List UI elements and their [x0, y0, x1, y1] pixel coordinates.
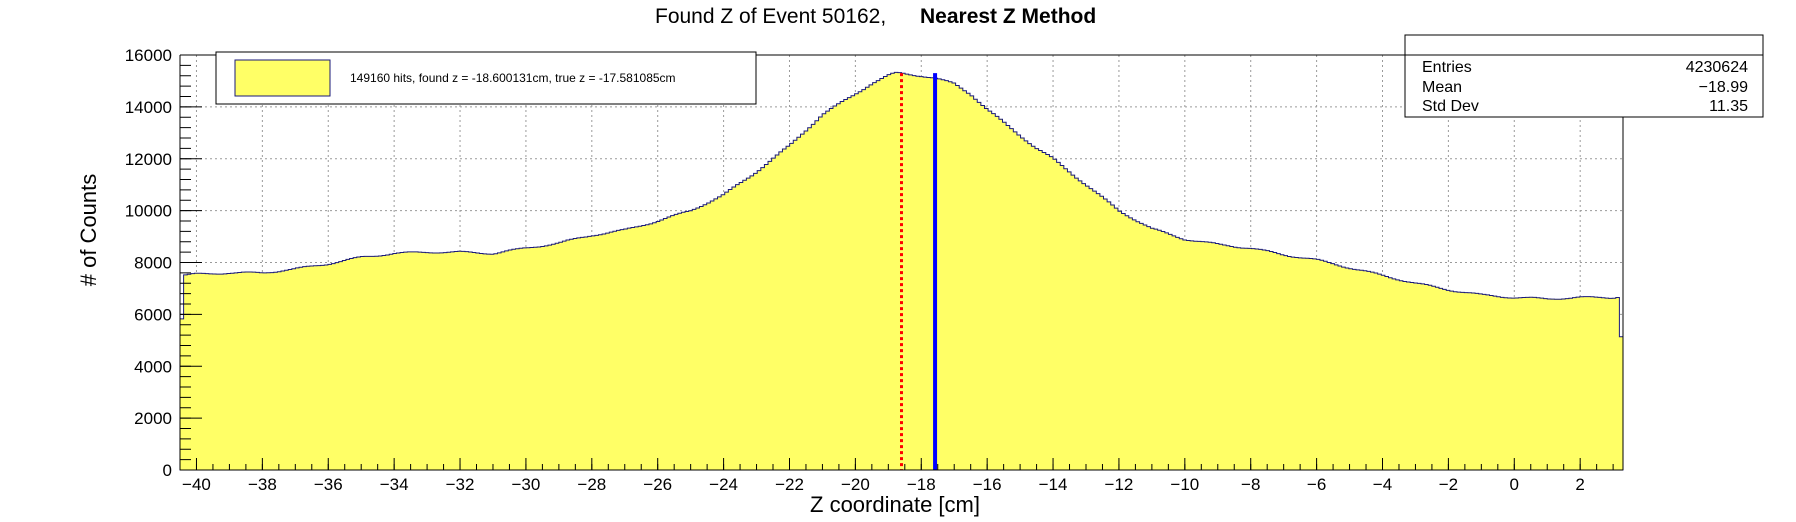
x-tick-label: −40: [182, 475, 211, 494]
legend-swatch: [234, 59, 331, 97]
y-tick-label: 0: [163, 461, 172, 480]
legend-label: 149160 hits, found z = -18.600131cm, tru…: [350, 71, 676, 85]
x-tick-label: −16: [973, 475, 1002, 494]
x-tick-label: −30: [512, 475, 541, 494]
y-axis-title: # of Counts: [76, 174, 101, 287]
x-tick-label: −8: [1241, 475, 1260, 494]
y-tick-label: 4000: [134, 357, 172, 376]
x-tick-label: −18: [907, 475, 936, 494]
y-tick-label: 12000: [125, 150, 172, 169]
stats-stddev-value: 11.35: [1709, 98, 1748, 115]
y-tick-label: 2000: [134, 409, 172, 428]
x-tick-label: −38: [248, 475, 277, 494]
y-tick-label: 14000: [125, 98, 172, 117]
y-tick-label: 6000: [134, 305, 172, 324]
x-tick-label: −4: [1373, 475, 1392, 494]
z-markers: [899, 73, 938, 470]
stats-box: Entries 4230624 Mean −18.99 Std Dev 11.3…: [1404, 34, 1764, 118]
chart-title: Found Z of Event 50162,: [655, 5, 886, 28]
x-tick-label: −24: [709, 475, 738, 494]
legend: 149160 hits, found z = -18.600131cm, tru…: [215, 51, 757, 105]
x-tick-label: −10: [1170, 475, 1199, 494]
x-tick-label: 2: [1575, 475, 1584, 494]
x-tick-label: 0: [1510, 475, 1519, 494]
stats-mean-label: Mean: [1422, 79, 1462, 96]
stats-mean-value: −18.99: [1699, 79, 1748, 96]
y-tick-label: 8000: [134, 254, 172, 273]
stats-entries-value: 4230624: [1686, 59, 1748, 76]
x-tick-label: −12: [1105, 475, 1134, 494]
x-tick-label: −32: [446, 475, 475, 494]
x-tick-label: −22: [775, 475, 804, 494]
x-tick-label: −36: [314, 475, 343, 494]
x-tick-label: −6: [1307, 475, 1326, 494]
chart-title-method: Nearest Z Method: [920, 5, 1096, 28]
x-axis-title: Z coordinate [cm]: [810, 492, 980, 517]
stats-stddev-label: Std Dev: [1422, 98, 1479, 115]
axes: −40 −38 −36 −34 −32 −30 −28 −26 −24 −22 −20 −18 −16−…: [125, 46, 1624, 494]
x-tick-label: −20: [841, 475, 870, 494]
x-tick-label: −2: [1439, 475, 1458, 494]
y-tick-label: 10000: [125, 202, 172, 221]
stats-entries-label: Entries: [1422, 59, 1472, 76]
x-tick-label: −34: [380, 475, 409, 494]
stats-box-frame: [1404, 34, 1764, 118]
x-tick-label: −28: [577, 475, 606, 494]
x-tick-label: −14: [1039, 475, 1068, 494]
y-tick-label: 16000: [125, 46, 172, 65]
x-tick-label: −26: [643, 475, 672, 494]
